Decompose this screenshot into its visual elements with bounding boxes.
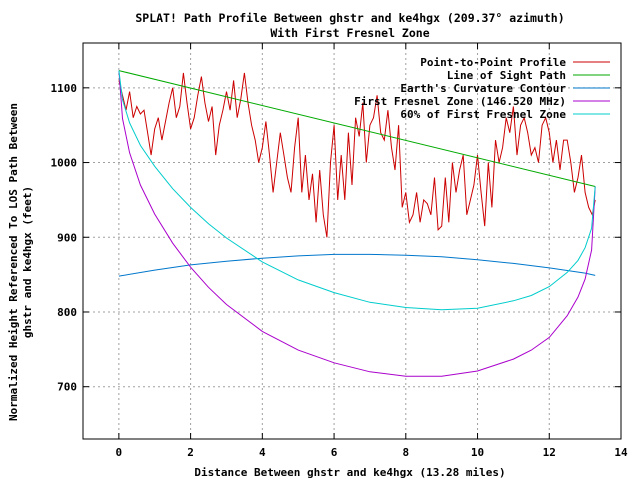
y-axis-label-2: ghstr and ke4hgx (feet) (21, 186, 34, 338)
chart-title: SPLAT! Path Profile Between ghstr and ke… (135, 11, 564, 25)
x-axis-label: Distance Between ghstr and ke4hgx (13.28… (194, 466, 505, 479)
plot-series (118, 70, 596, 377)
legend-label: Point-to-Point Profile (420, 56, 566, 69)
grid-lines (83, 43, 621, 439)
axis-ticks: 0 2 4 6 8 10 12 14 700 800 900 1000 1100 (51, 43, 628, 459)
y-tick-label: 1000 (51, 157, 78, 170)
series-first-fresnel-zone-146-520-mhz (118, 70, 596, 377)
y-axis-label: Normalized Height Referenced To LOS Path… (7, 103, 20, 421)
series-point-to-point-profile (118, 72, 596, 238)
x-tick-label: 12 (543, 446, 556, 459)
legend-label: Earth's Curvature Contour (400, 82, 566, 95)
series-line-of-sight-path (118, 70, 596, 187)
plot-frame (82, 42, 622, 440)
y-tick-label: 1100 (51, 82, 78, 95)
series-earth-s-curvature-contour (118, 253, 596, 277)
series-60-of-first-fresnel-zone (118, 70, 596, 311)
x-tick-label: 2 (187, 446, 194, 459)
legend-label: 60% of First Fresnel Zone (400, 108, 566, 121)
chart-subtitle: With First Fresnel Zone (270, 26, 429, 40)
y-tick-label: 800 (57, 306, 77, 319)
y-tick-label: 700 (57, 381, 77, 394)
x-tick-label: 6 (331, 446, 338, 459)
y-tick-label: 900 (57, 231, 77, 244)
x-tick-label: 8 (402, 446, 409, 459)
x-tick-label: 14 (614, 446, 628, 459)
x-tick-label: 0 (116, 446, 123, 459)
legend-label: Line of Sight Path (447, 69, 566, 82)
x-tick-label: 4 (259, 446, 266, 459)
legend-label: First Fresnel Zone (146.520 MHz) (354, 95, 566, 108)
x-tick-label: 10 (471, 446, 484, 459)
